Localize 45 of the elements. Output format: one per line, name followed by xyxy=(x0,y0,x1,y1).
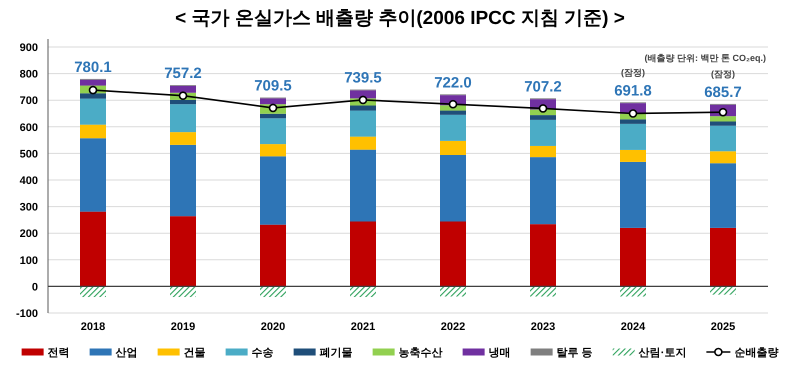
annotation: 691.8 xyxy=(614,82,652,100)
y-tick-label: 800 xyxy=(20,68,38,81)
x-tick-label: 2021 xyxy=(350,321,376,333)
legend-label: 건물 xyxy=(184,347,206,359)
x-tick-label: 2023 xyxy=(530,321,556,333)
point xyxy=(178,91,188,100)
legend-label: 농축수산 xyxy=(398,347,443,359)
y-tick-label: 900 xyxy=(20,42,38,54)
y-tick-label: 100 xyxy=(20,254,38,267)
annotation: 707.2 xyxy=(524,78,562,96)
chart-title: < 국가 온실가스 배출량 추이(2006 IPCC 지침 기준) > xyxy=(175,8,625,29)
x-tick-label: 2018 xyxy=(80,321,106,333)
annotation: (잠정) xyxy=(621,67,645,78)
annotation: 739.5 xyxy=(344,70,382,87)
y-tick-label: 600 xyxy=(20,122,38,134)
legend-label: 순배출량 xyxy=(734,347,778,359)
legend-label: 산림·토지 xyxy=(638,347,686,359)
y-tick-label: -100 xyxy=(16,308,38,320)
legend-label: 산업 xyxy=(116,347,138,359)
annotation: (잠정) xyxy=(711,69,735,80)
y-tick-label: 300 xyxy=(20,202,38,214)
point xyxy=(88,86,98,94)
legend-label: 전력 xyxy=(48,347,70,359)
annotation: (배출량 단위: 백만 톤 CO₂eq.) xyxy=(644,53,766,63)
x-tick-label: 2019 xyxy=(170,321,196,333)
y-tick-label: 700 xyxy=(20,95,38,108)
point xyxy=(358,96,368,104)
annotation: 722.0 xyxy=(434,74,472,92)
legend-label: 냉매 xyxy=(488,347,511,359)
x-tick-label: 2022 xyxy=(440,321,466,333)
x-tick-label: 2024 xyxy=(620,321,646,333)
y-tick-label: 0 xyxy=(32,281,38,294)
y-tick-label: 500 xyxy=(20,148,38,160)
x-tick-label: 2025 xyxy=(710,321,736,333)
annotation: 757.2 xyxy=(164,64,202,82)
annotation: 709.5 xyxy=(254,78,292,95)
legend-label: 탈루 등 xyxy=(556,347,593,359)
point xyxy=(628,109,638,118)
annotation: 780.1 xyxy=(74,58,112,76)
annotation: 685.7 xyxy=(704,84,742,102)
y-tick-label: 200 xyxy=(20,228,38,240)
legend-label: 수송 xyxy=(252,347,274,359)
y-tick-label: 400 xyxy=(20,175,38,187)
legend-label: 폐기물 xyxy=(320,347,353,359)
x-tick-label: 2020 xyxy=(260,321,286,333)
